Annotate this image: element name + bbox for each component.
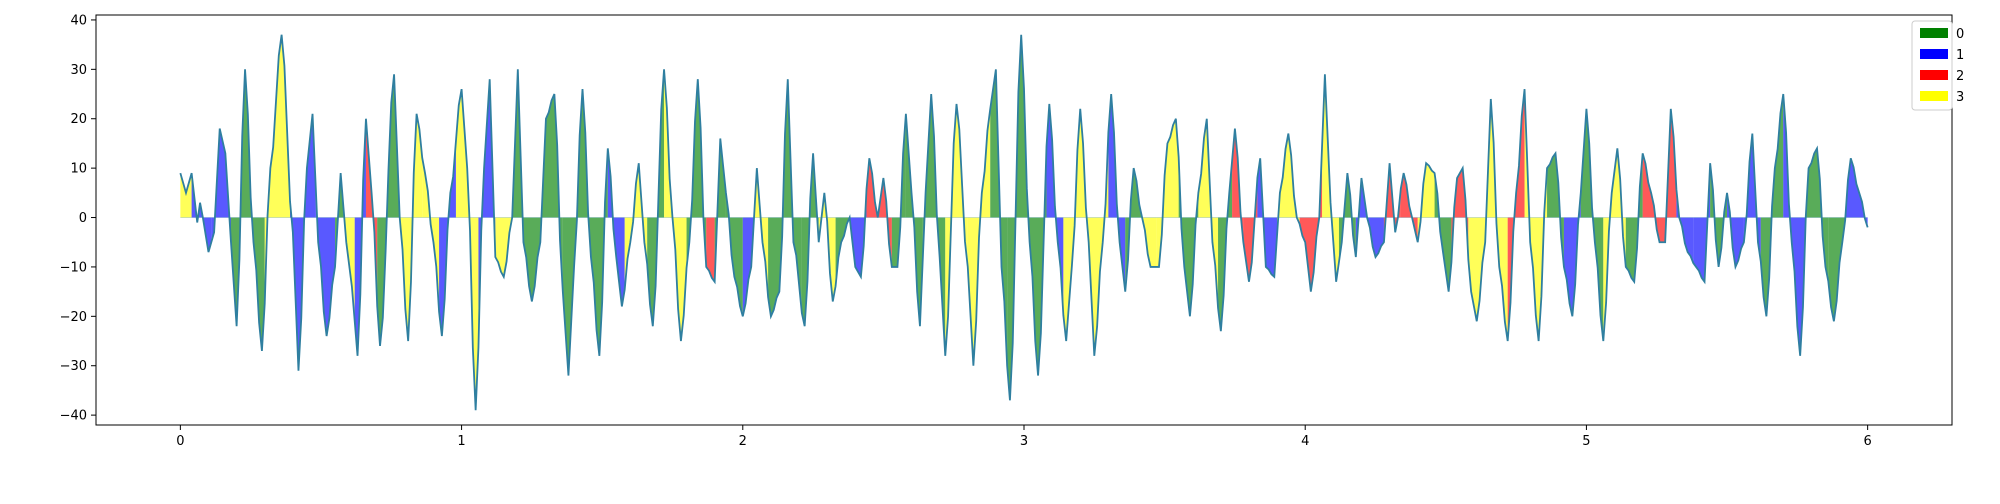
legend-label-2: 2	[1956, 69, 1964, 84]
fill-segment-category-3	[1488, 98, 1508, 342]
fill-segment-category-0	[1580, 108, 1604, 342]
fill-segment-category-1	[1355, 178, 1384, 258]
fill-segment-category-0	[922, 94, 946, 356]
y-tick-label: 30	[70, 63, 87, 78]
fill-segment-category-0	[686, 79, 707, 268]
fill-segment-category-0	[1178, 157, 1199, 317]
fill-segment-category-3	[754, 168, 769, 298]
legend: 0 1 2 3	[1911, 20, 1964, 111]
fill-segment-category-1	[742, 217, 755, 317]
y-tick-label: 20	[70, 112, 87, 127]
fill-segment-category-2	[706, 217, 715, 282]
fill-segment-category-0	[230, 69, 265, 351]
fill-segment-category-1	[1727, 192, 1744, 267]
fill-segment-category-0	[512, 69, 538, 302]
fill-segment-category-3	[1277, 133, 1300, 235]
y-tick-label: 0	[79, 211, 87, 226]
fill-segment-category-3	[818, 192, 836, 302]
legend-box	[1911, 20, 1953, 111]
fill-segment-category-3	[945, 103, 968, 356]
fill-segment-category-0	[1338, 173, 1356, 262]
fill-segment-category-0	[1828, 217, 1846, 322]
fill-segment-category-0	[377, 74, 400, 346]
fill-segment-category-2	[1243, 177, 1258, 282]
x-tick-label: 2	[739, 434, 747, 449]
fill-segment-category-2	[1659, 108, 1677, 243]
fill-segment-category-3	[264, 34, 291, 304]
fill-segment-category-3	[664, 69, 687, 342]
fill-segment-category-1	[1676, 189, 1694, 264]
fill-segment-category-3	[1468, 170, 1488, 322]
fill-segment-category-0	[1547, 153, 1564, 267]
x-axis: 0 1 2 3 4 5 6	[176, 425, 1872, 449]
fill-segment-category-3	[422, 157, 440, 312]
fill-segment-category-3	[495, 217, 513, 277]
fill-segment-category-1	[1783, 94, 1806, 356]
legend-swatch-2	[1920, 70, 1948, 80]
fill-segment-category-1	[1845, 158, 1868, 228]
fill-segment-category-3	[1085, 132, 1109, 356]
y-tick-label: −30	[60, 359, 87, 374]
legend-swatch-0	[1920, 28, 1948, 38]
fill-segment-category-0	[588, 148, 608, 356]
fill-segment-category-0	[801, 153, 819, 327]
legend-label-1: 1	[1956, 48, 1964, 63]
fill-segment-category-3	[399, 113, 423, 342]
y-tick-label: −10	[60, 260, 87, 275]
fill-segment-category-0	[647, 69, 665, 327]
fill-segment-category-0	[1434, 173, 1452, 292]
fill-segment-category-1	[1743, 133, 1761, 262]
y-tick-label: −40	[60, 409, 87, 424]
fill-segment-category-0	[990, 69, 1008, 366]
y-tick-label: −20	[60, 310, 87, 325]
fill-segment-category-0	[1805, 148, 1829, 282]
fill-segment-category-2	[1299, 145, 1323, 292]
signal-curve	[179, 34, 1869, 411]
fill-segment-category-0	[1625, 153, 1643, 282]
x-tick-label: 1	[457, 434, 465, 449]
legend-swatch-1	[1920, 49, 1948, 59]
legend-label-0: 0	[1956, 27, 1964, 42]
legend-swatch-3	[1920, 91, 1948, 101]
x-tick-label: 0	[176, 434, 184, 449]
y-axis: −40 −30 −20 −10 0 10 20 30 40	[60, 13, 96, 424]
fill-segment-category-1	[315, 178, 336, 337]
fill-segment-category-1	[1693, 163, 1711, 282]
x-tick-label: 3	[1020, 434, 1028, 449]
fill-segment-category-0	[835, 217, 850, 287]
x-tick-label: 4	[1301, 434, 1309, 449]
category-fills	[180, 34, 1868, 411]
fill-segment-category-1	[1257, 158, 1278, 277]
fill-segment-category-0	[891, 113, 906, 267]
fill-segment-category-3	[1198, 118, 1219, 309]
fill-segment-category-0	[768, 134, 785, 317]
legend-label-3: 3	[1956, 90, 1964, 105]
fill-segment-category-0	[335, 173, 344, 267]
fill-segment-category-1	[211, 128, 231, 243]
y-tick-label: 40	[70, 13, 87, 28]
fill-segment-category-1	[607, 148, 625, 307]
y-tick-label: 10	[70, 162, 87, 177]
x-tick-label: 5	[1582, 434, 1590, 449]
fill-segment-category-1	[1108, 94, 1126, 292]
x-tick-label: 6	[1863, 434, 1871, 449]
fill-segment-category-1	[354, 118, 366, 356]
fill-segment-category-3	[1417, 163, 1435, 243]
signal-line	[179, 34, 1869, 411]
